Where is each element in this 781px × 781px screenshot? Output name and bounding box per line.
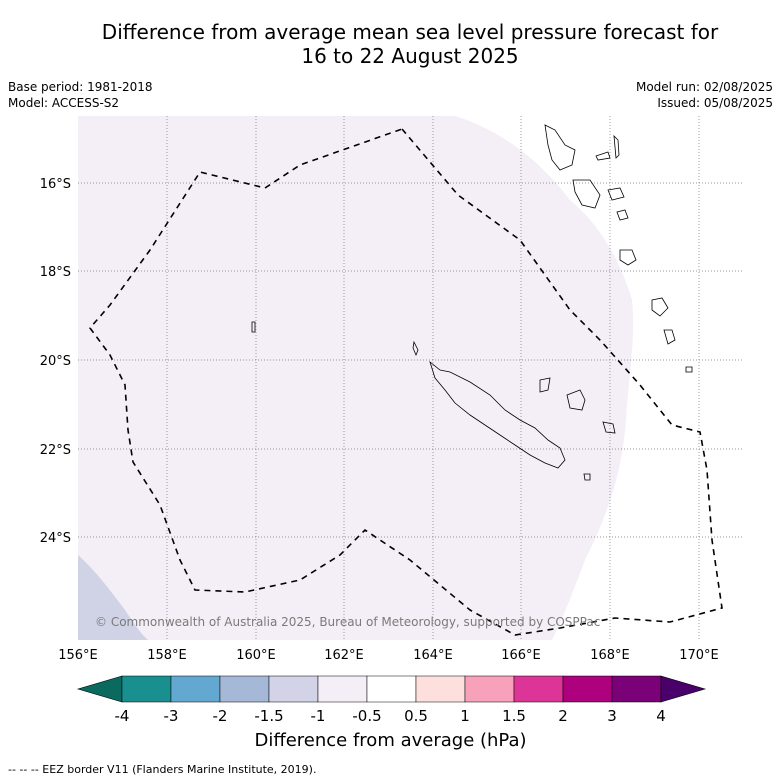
longitude-labels: 156°E 158°E 160°E 162°E 164°E 166°E 168°… [58, 648, 719, 663]
small-island-east [685, 366, 693, 373]
colorbar-segment [464, 675, 515, 703]
epi-island [607, 187, 625, 201]
title-line-2: 16 to 22 August 2025 [301, 44, 519, 68]
issued-date: Issued: 05/08/2025 [657, 96, 773, 110]
colorbar-tick-label: 1 [460, 707, 470, 725]
lon-label: 162°E [324, 648, 364, 663]
lat-label: 24°S [40, 531, 71, 546]
anomaly-region-light [78, 116, 634, 640]
colorbar-over-arrow [660, 675, 707, 703]
colorbar-under-arrow [76, 675, 123, 703]
eez-footer-note: -- -- -- EEZ border V11 (Flanders Marine… [8, 763, 317, 776]
erromango-island [619, 249, 637, 266]
colorbar-segment [170, 675, 221, 703]
lon-label: 170°E [679, 648, 719, 663]
colorbar-segment [121, 675, 172, 703]
espiritu-santo [544, 124, 576, 171]
ouvea-island [539, 377, 551, 393]
isle-of-pines [583, 473, 591, 481]
lat-label: 20°S [40, 354, 71, 369]
colorbar-tick-label: 2 [558, 707, 568, 725]
colorbar-segment [268, 675, 319, 703]
chesterfield-islet [251, 321, 256, 333]
lat-label: 16°S [40, 177, 71, 192]
anomaly-region-medium [78, 555, 148, 640]
colorbar-segment [611, 675, 662, 703]
latitude-labels: 16°S 18°S 20°S 22°S 24°S [40, 177, 71, 546]
model-name: Model: ACCESS-S2 [8, 96, 120, 110]
lifou-island [566, 389, 586, 411]
maewo-island [613, 134, 620, 159]
colorbar-tick-label: 4 [656, 707, 666, 725]
lon-label: 168°E [590, 648, 630, 663]
map-area [78, 116, 743, 640]
model-run: Model run: 02/08/2025 [635, 80, 773, 94]
colorbar-title: Difference from average (hPa) [254, 730, 527, 751]
belep-islands [412, 340, 419, 357]
lon-label: 160°E [236, 648, 276, 663]
lon-label: 164°E [413, 648, 453, 663]
colorbar-tick-label: -2 [213, 707, 228, 725]
ambae-island [595, 151, 611, 161]
colorbar-tick-label: -3 [164, 707, 179, 725]
gridlines [78, 116, 743, 640]
colorbar-tick-label: -0.5 [352, 707, 381, 725]
colorbar-tick-label: 3 [607, 707, 617, 725]
colorbar-segment [415, 675, 466, 703]
title-line-1: Difference from average mean sea level p… [101, 20, 719, 44]
mare-island [602, 421, 616, 434]
meta-right: Model run: 02/08/2025 Issued: 05/08/2025 [636, 79, 773, 111]
colorbar-segment [562, 675, 613, 703]
lat-label: 18°S [40, 265, 71, 280]
lon-label: 166°E [501, 648, 541, 663]
efate-island [616, 209, 629, 221]
lat-label: 22°S [40, 443, 71, 458]
new-caledonia-grande-terre [429, 360, 566, 469]
meta-left: Base period: 1981-2018 Model: ACCESS-S2 [8, 79, 153, 111]
colorbar-segment [366, 675, 417, 703]
colorbar-segment [219, 675, 270, 703]
colorbar-segment [317, 675, 368, 703]
colorbar-tick-label: -1.5 [254, 707, 283, 725]
tanna-island [651, 297, 669, 317]
colorbar-tick-label: 0.5 [404, 707, 428, 725]
malekula-island [572, 179, 601, 209]
colorbar-tick-label: 1.5 [502, 707, 526, 725]
aneityum-island [663, 329, 676, 345]
colorbar-segment [513, 675, 564, 703]
map-title: Difference from average mean sea level p… [0, 20, 781, 68]
lon-label: 156°E [58, 648, 98, 663]
lon-label: 158°E [147, 648, 187, 663]
base-period: Base period: 1981-2018 [8, 80, 153, 94]
colorbar-tick-label: -1 [311, 707, 326, 725]
colorbar-tick-label: -4 [115, 707, 130, 725]
colorbar: -4 -3 -2 -1.5 -1 -0.5 0.5 1 1.5 2 3 4 [76, 675, 707, 725]
copyright-text: © Commonwealth of Australia 2025, Bureau… [95, 615, 600, 629]
